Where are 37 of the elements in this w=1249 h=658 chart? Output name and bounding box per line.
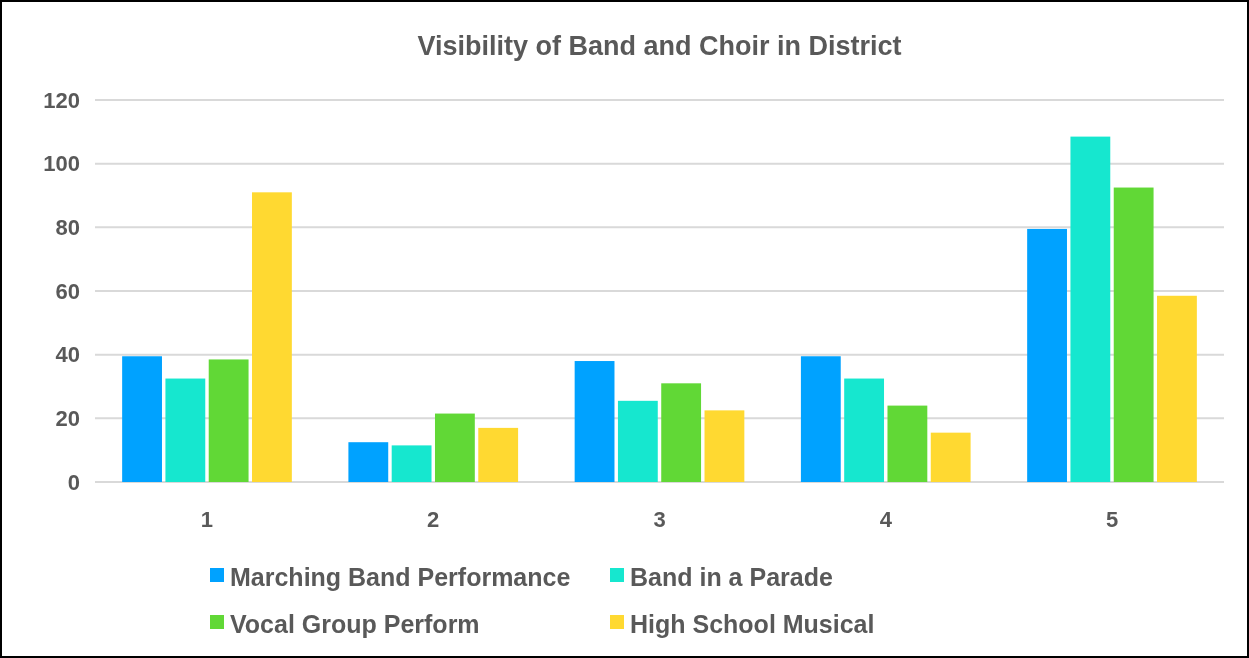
bar <box>617 400 658 482</box>
y-tick-label: 60 <box>55 278 80 304</box>
y-tick-label: 80 <box>55 215 80 241</box>
legend-label: Marching Band Performance <box>230 562 571 591</box>
bar <box>391 445 432 482</box>
bar <box>930 432 971 482</box>
bar <box>661 383 702 482</box>
bar <box>1027 228 1067 482</box>
x-tick-label: 2 <box>427 507 440 532</box>
bar <box>208 359 249 482</box>
bar <box>574 361 615 482</box>
bar <box>1113 187 1154 482</box>
bar <box>434 413 475 482</box>
bar <box>348 442 389 482</box>
bar <box>252 192 292 482</box>
y-tick-label: 40 <box>55 342 80 368</box>
bar <box>887 405 928 482</box>
y-tick-label: 100 <box>43 151 80 177</box>
legend-label: Vocal Group Perform <box>230 609 480 638</box>
x-tick-label: 4 <box>879 507 893 532</box>
chart-title: Visibility of Band and Choir in District <box>417 31 902 61</box>
y-tick-label: 20 <box>55 406 80 432</box>
x-tick-label: 5 <box>1105 507 1119 532</box>
bar <box>165 378 206 482</box>
bar <box>1157 295 1197 482</box>
x-tick-label: 3 <box>653 507 666 532</box>
bar <box>800 356 841 482</box>
bar <box>122 356 162 482</box>
legend-label: Band in a Parade <box>630 562 833 591</box>
legend-label: High School Musical <box>630 609 875 638</box>
bar <box>844 378 885 482</box>
bar <box>478 427 519 482</box>
y-tick-label: 120 <box>43 87 80 113</box>
bar <box>704 410 745 482</box>
y-tick-label: 0 <box>67 469 80 495</box>
x-tick-label: 1 <box>200 507 214 532</box>
bar <box>1070 136 1111 482</box>
